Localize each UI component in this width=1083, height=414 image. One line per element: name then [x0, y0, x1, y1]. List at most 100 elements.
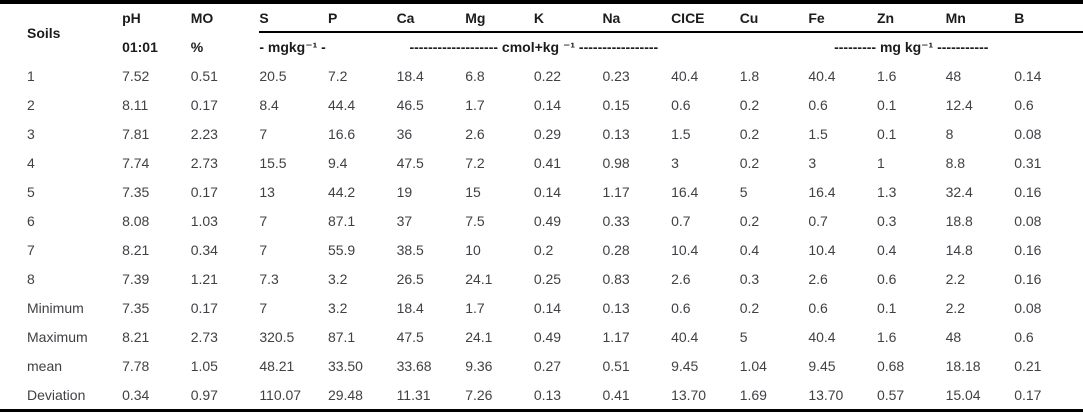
cell-ph: 7.39 [122, 270, 150, 287]
header-row-elements: Soils pH MO S P Ca Mg K Na CICE Cu Fe Zn… [0, 2, 1083, 41]
cell-fe: 1.5 [808, 125, 828, 142]
cell-ca: 11.31 [396, 386, 431, 403]
cell-k: 0.22 [533, 67, 562, 84]
cell-fe: 2.6 [808, 270, 828, 287]
cell-mg: 9.36 [465, 357, 493, 374]
cell-k: 0.27 [533, 357, 562, 374]
cell-zn: 0.1 [876, 96, 897, 113]
cell-ca: 18.4 [396, 67, 424, 84]
header-row-units: 01:01 % - mgkg⁻¹ - ------------------- c… [0, 32, 1083, 61]
cell-fe: 0.6 [808, 96, 828, 113]
cell-mg: 1.7 [465, 96, 485, 113]
cell-mo: 0.17 [190, 183, 218, 200]
cell-zn: 0.57 [876, 386, 905, 403]
cell-zn: 0.4 [876, 241, 897, 258]
unit-fe-mn-mgkg: --------- mg kg⁻¹ ----------- [834, 38, 989, 55]
cell-p: 16.6 [327, 125, 356, 142]
table-row: 3 7.81 2.23 7 16.6 36 2.6 0.29 0.13 1.5 … [0, 119, 1083, 148]
cell-mo: 0.17 [190, 96, 218, 113]
cell-mn: 14.8 [945, 241, 973, 258]
column-header-fe: Fe [808, 2, 877, 33]
cell-cice: 2.6 [671, 270, 691, 287]
cell-mn: 18.18 [945, 357, 981, 374]
cell-na: 0.13 [602, 125, 630, 142]
cell-cice: 10.4 [671, 241, 699, 258]
row-label: 4 [27, 154, 35, 171]
cell-mn: 18.8 [945, 212, 973, 229]
cell-ca: 37 [396, 212, 413, 229]
cell-mo: 2.23 [190, 125, 218, 142]
cell-b: 0.16 [1014, 270, 1042, 287]
cell-fe: 40.4 [808, 328, 836, 345]
cell-cu: 0.2 [739, 299, 760, 316]
cell-b: 0.14 [1014, 67, 1042, 84]
cell-s: 8.4 [259, 96, 279, 113]
cell-fe: 3 [808, 154, 817, 171]
row-label: 5 [27, 183, 35, 200]
cell-k: 0.14 [533, 299, 562, 316]
unit-s-p-mgkg: - mgkg⁻¹ - [259, 38, 326, 55]
cell-na: 0.51 [602, 357, 630, 374]
cell-cu: 5 [739, 183, 748, 200]
cell-ca: 38.5 [396, 241, 424, 258]
column-header-k: K [533, 2, 603, 33]
cell-na: 0.33 [602, 212, 630, 229]
cell-zn: 0.1 [876, 299, 897, 316]
cell-mg: 15 [465, 183, 481, 200]
cell-k: 0.14 [533, 183, 562, 200]
cell-k: 0.14 [533, 96, 562, 113]
cell-cice: 1.5 [671, 125, 691, 142]
cell-cu: 0.2 [739, 125, 760, 142]
cell-zn: 1 [876, 154, 885, 171]
cell-fe: 0.7 [808, 212, 828, 229]
cell-mn: 48 [945, 67, 962, 84]
cell-zn: 0.3 [876, 212, 897, 229]
cell-ca: 47.5 [396, 328, 424, 345]
cell-s: 48.21 [259, 357, 295, 374]
cell-k: 0.13 [533, 386, 562, 403]
cell-b: 0.16 [1014, 241, 1042, 258]
table-row: 8 7.39 1.21 7.3 3.2 26.5 24.1 0.25 0.83 … [0, 264, 1083, 293]
table-header: Soils pH MO S P Ca Mg K Na CICE Cu Fe Zn… [0, 2, 1083, 61]
cell-fe: 40.4 [808, 67, 836, 84]
cell-p: 3.2 [327, 270, 348, 287]
cell-p: 44.2 [327, 183, 356, 200]
cell-ca: 46.5 [396, 96, 424, 113]
cell-cice: 3 [671, 154, 679, 171]
table-row: 1 7.52 0.51 20.5 7.2 18.4 6.8 0.22 0.23 … [0, 61, 1083, 90]
cell-ca: 18.4 [396, 299, 424, 316]
row-label: 8 [27, 270, 35, 287]
cell-fe: 10.4 [808, 241, 836, 258]
cell-na: 0.15 [602, 96, 630, 113]
column-header-ph: pH [122, 10, 141, 26]
cell-zn: 0.6 [876, 270, 897, 287]
cell-na: 1.17 [602, 183, 630, 200]
cell-cice: 40.4 [671, 67, 699, 84]
cell-na: 0.23 [602, 67, 630, 84]
cell-ph: 0.34 [122, 386, 150, 403]
cell-b: 0.6 [1014, 328, 1034, 345]
cell-p: 87.1 [327, 212, 356, 229]
cell-s: 320.5 [259, 328, 295, 345]
cell-s: 13 [259, 183, 275, 200]
cell-mn: 15.04 [945, 386, 981, 403]
table-row: Minimum 7.35 0.17 7 3.2 18.4 1.7 0.14 0.… [0, 293, 1083, 322]
table-row: Deviation 0.34 0.97 110.07 29.48 11.31 7… [0, 380, 1083, 411]
column-header-s: S [259, 2, 328, 33]
column-header-mo: MO [190, 10, 214, 26]
cell-k: 0.2 [533, 241, 554, 258]
cell-mg: 6.8 [465, 67, 485, 84]
row-label: 3 [27, 125, 35, 142]
cell-ph: 7.35 [122, 183, 150, 200]
cell-fe: 9.45 [808, 357, 836, 374]
cell-mo: 1.03 [190, 212, 218, 229]
cell-mo: 0.34 [190, 241, 218, 258]
cell-mo: 2.73 [190, 154, 218, 171]
cell-ph: 7.81 [122, 125, 150, 142]
cell-na: 0.41 [602, 386, 630, 403]
cell-k: 0.25 [533, 270, 562, 287]
cell-zn: 0.1 [876, 125, 897, 142]
cell-zn: 1.6 [876, 328, 897, 345]
row-label: 1 [27, 67, 35, 84]
unit-mo: % [190, 38, 204, 55]
